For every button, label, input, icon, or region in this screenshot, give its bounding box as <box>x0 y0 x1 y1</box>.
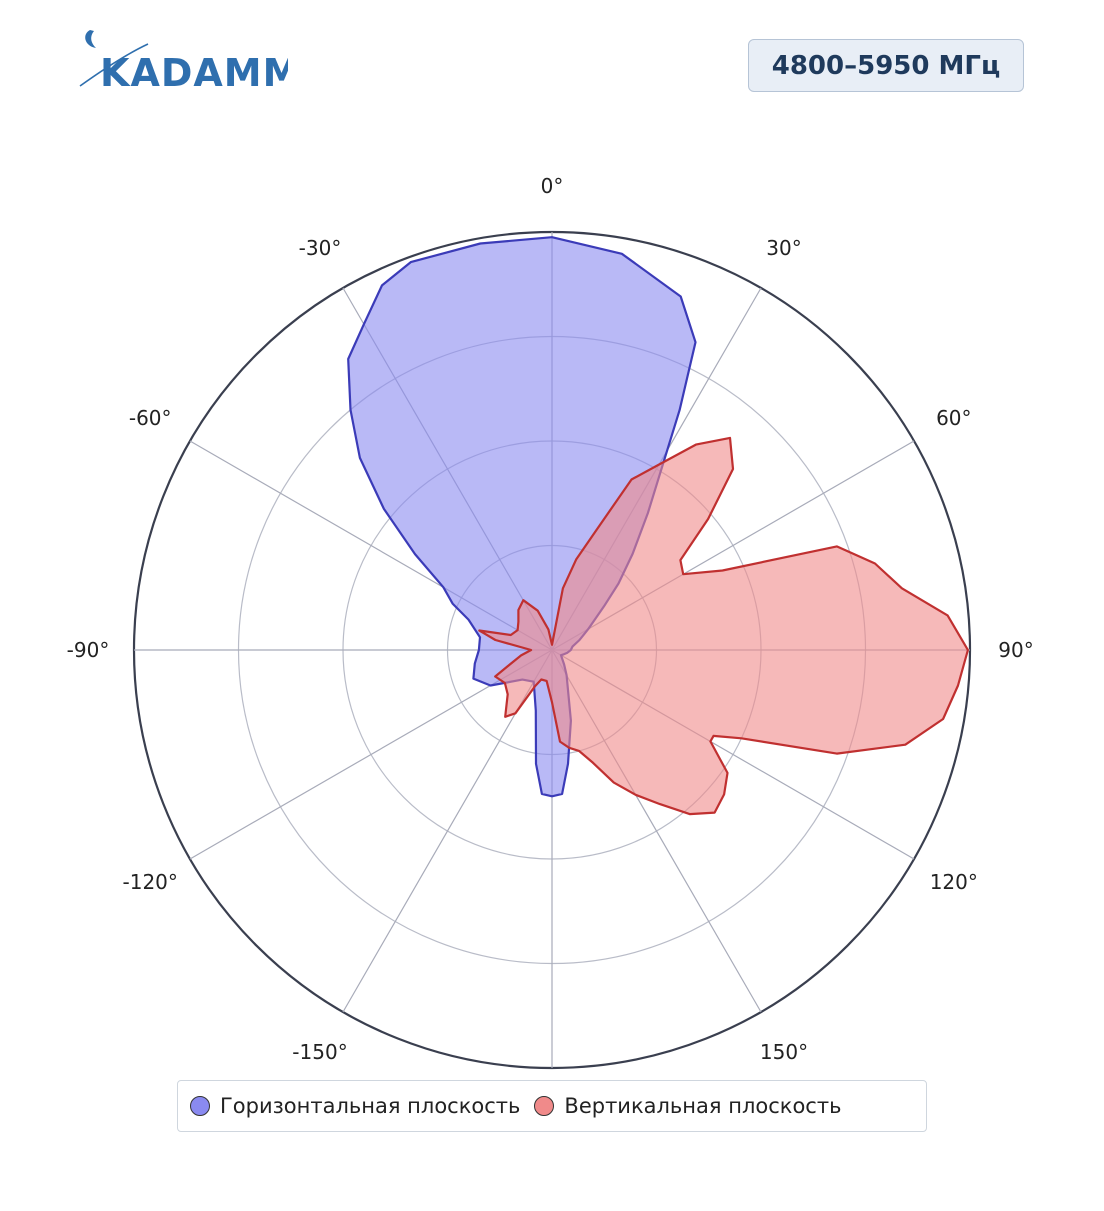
angle-tick-label-10: -60° <box>129 406 172 430</box>
brand-logo: KADAMM <box>78 26 288 90</box>
angle-tick-labels: 0° 30° 60° 90° 120° 150° -150° -120° -90° -60° -30… <box>67 174 1034 1064</box>
angle-tick-label-8: -120° <box>123 870 178 894</box>
angle-tick-label-1: 30° <box>766 236 801 260</box>
angle-tick-label-4: 120° <box>930 870 978 894</box>
logo-swoosh-icon <box>85 30 96 48</box>
angle-tick-label-11: -30° <box>299 236 342 260</box>
legend-item-horizontal: Горизонтальная плоскость <box>190 1094 520 1118</box>
legend-item-vertical: Вертикальная плоскость <box>534 1094 841 1118</box>
angle-tick-label-9: -90° <box>67 638 110 662</box>
legend-label-vertical: Вертикальная плоскость <box>564 1094 842 1118</box>
series-layer <box>347 236 970 816</box>
legend-label-horizontal: Горизонтальная плоскость <box>220 1094 521 1118</box>
legend: Горизонтальная плоскость Вертикальная пл… <box>177 1080 927 1132</box>
legend-swatch-vertical <box>534 1096 555 1116</box>
logo-text: KADAMM <box>100 51 288 90</box>
frequency-badge: 4800–5950 МГц <box>748 39 1024 92</box>
angle-tick-label-3: 90° <box>998 638 1033 662</box>
angle-tick-label-7: -150° <box>292 1040 347 1064</box>
legend-swatch-horizontal <box>190 1096 210 1116</box>
frequency-label: 4800–5950 МГц <box>771 50 1001 81</box>
angle-tick-label-0: 0° <box>541 174 564 198</box>
series-vertical <box>478 436 970 816</box>
angle-tick-label-2: 60° <box>936 406 971 430</box>
angle-tick-label-5: 150° <box>760 1040 808 1064</box>
